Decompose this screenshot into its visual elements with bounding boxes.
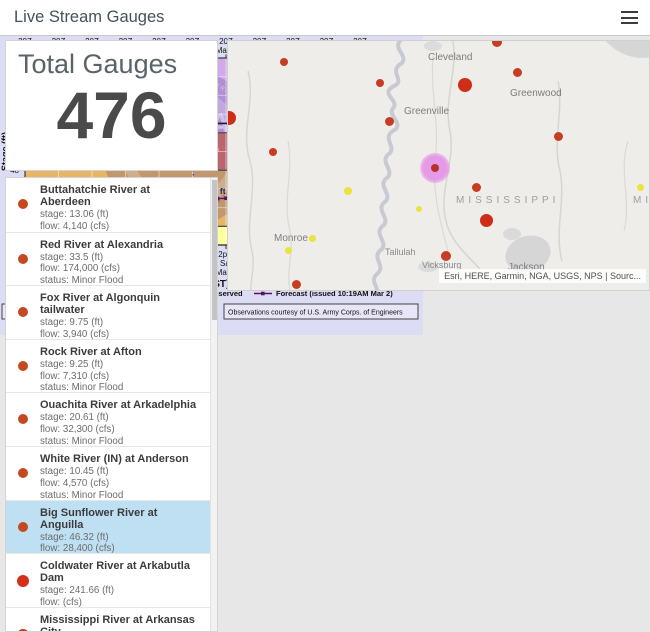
gauge-detail-line: stage: 33.5 (ft) <box>40 251 104 263</box>
map-gauge-dot[interactable] <box>636 183 644 191</box>
map-gauge-dot[interactable] <box>441 251 451 261</box>
map-place-label: Jackson <box>508 262 545 273</box>
gauge-name: Rock River at Afton <box>40 345 142 358</box>
gauge-list-item[interactable]: White River (IN) at Anderson stage: 10.45… <box>6 445 217 500</box>
gauge-detail-line: flow: 32,300 (cfs) <box>40 424 115 436</box>
map-basemap <box>245 41 649 290</box>
gauge-name: Big Sunflower River at Anguilla <box>40 506 158 531</box>
map-gauge-dot[interactable] <box>553 131 563 141</box>
map-gauge-dot[interactable] <box>416 206 422 212</box>
gauge-detail-line: status: Minor Flood <box>40 435 124 446</box>
map-selected-gauge-halo[interactable] <box>420 153 450 183</box>
gauge-status-dot-icon <box>18 414 28 425</box>
svg-text:Forecast (issued 10:19AM Mar 2: Forecast (issued 10:19AM Mar 2) <box>276 289 393 298</box>
map-place-label: Cleveland <box>428 52 473 63</box>
gauge-name: White River (IN) at Anderson <box>40 452 189 465</box>
total-gauges-value: 476 <box>56 78 167 152</box>
gauge-list-item[interactable]: Ouachita River at Arkadelphia stage: 20.6… <box>6 392 217 446</box>
gauge-list: Buttahatchie River at Aberdeen stage: 13.… <box>6 178 217 632</box>
gauge-detail-line: flow: (cfs) <box>40 596 82 607</box>
app-header: Live Stream Gauges <box>0 0 650 36</box>
map-place-label: Tallulah <box>385 247 416 257</box>
list-scrollbar-thumb[interactable] <box>212 180 217 320</box>
gauge-status-dot-icon <box>18 199 28 209</box>
map-gauge-dot[interactable] <box>479 213 493 227</box>
map-gauge-dot[interactable] <box>308 234 316 242</box>
svg-text:Observed: Observed <box>208 289 243 298</box>
map-gauge-dot[interactable] <box>284 246 292 254</box>
gauge-status-dot-icon <box>18 467 28 478</box>
gauge-detail-line: stage: 241.66 (ft) <box>40 585 115 597</box>
list-scrollbar[interactable] <box>210 178 217 631</box>
map-place-label: Greenville <box>404 106 450 117</box>
gauge-detail-line: status: Minor Flood <box>40 275 124 286</box>
map-gauge-dot[interactable] <box>384 116 394 126</box>
page-title: Live Stream Gauges <box>14 8 165 26</box>
gauge-detail-line: status: Minor Flood <box>40 382 124 393</box>
gauge-detail-line: stage: 13.06 (ft) <box>40 209 109 220</box>
gauge-status-dot-icon <box>17 575 29 588</box>
gauge-detail-line: flow: 174,000 (cfs) <box>40 263 121 275</box>
gauge-name: Buttahatchie River at Aberdeen <box>40 184 151 208</box>
gauge-detail-line: flow: 7,310 (cfs) <box>40 370 110 382</box>
gauge-name: Fox River at Algonquin tailwater <box>40 292 160 317</box>
map-place-label: Greenwood <box>510 88 562 99</box>
gauge-list-panel: Buttahatchie River at Aberdeen stage: 13.… <box>5 177 218 632</box>
gauge-detail-line: flow: 28,400 (cfs) <box>40 543 115 554</box>
map-gauge-dot[interactable] <box>344 187 352 195</box>
svg-text:Sat: Sat <box>220 259 233 268</box>
gauge-name: Red River at Alexandria <box>40 238 164 251</box>
map-gauge-dot[interactable] <box>228 111 236 125</box>
gauge-detail-line: stage: 9.75 (ft) <box>40 317 104 329</box>
gauge-list-item[interactable]: Mississippi River at Arkansas Citystage:… <box>6 606 217 632</box>
gauge-name: Coldwater River at Arkabutla Dam <box>40 560 190 585</box>
map-gauge-dot[interactable] <box>492 41 502 47</box>
map-place-label: MISSISS <box>633 195 649 206</box>
total-gauges-label: Total Gauges <box>18 49 178 79</box>
gauge-detail-line: stage: 10.45 (ft) <box>40 465 109 477</box>
gauge-detail-line: status: Minor Flood <box>40 489 124 500</box>
map-place-label: Vicksburg <box>422 260 462 270</box>
svg-text:Mar 3: Mar 3 <box>216 46 237 55</box>
gauge-detail-line: flow: 3,940 (cfs) <box>40 328 110 339</box>
map-gauge-dot[interactable] <box>280 58 288 66</box>
svg-text:20Z: 20Z <box>219 37 233 46</box>
gauge-list-item[interactable]: Coldwater River at Arkabutla Dam stage: 2… <box>6 553 217 607</box>
map-place-label: Monroe <box>274 233 308 244</box>
gauge-detail-line: flow: 4,570 (cfs) <box>40 477 110 489</box>
gauge-list-item[interactable]: Fox River at Algonquin tailwater stage: 9… <box>6 285 217 339</box>
gauge-detail-line: stage: 46.32 (ft) <box>40 531 109 543</box>
svg-text:2pm: 2pm <box>218 250 234 259</box>
hamburger-menu-icon[interactable] <box>621 11 638 25</box>
map-attribution: Esri, HERE, Garmin, NGA, USGS, NPS | Sou… <box>439 269 646 283</box>
gauge-list-item[interactable]: Buttahatchie River at Aberdeen stage: 13.… <box>6 178 217 232</box>
map-gauge-dot[interactable] <box>269 148 277 156</box>
map[interactable]: Cleveland Greenwood Greenville MISSISSIPPI M… <box>227 40 650 291</box>
gauge-detail-line: stage: 9.25 (ft) <box>40 358 104 370</box>
map-gauge-dot[interactable] <box>376 79 384 87</box>
gauge-status-dot-icon <box>18 307 28 318</box>
gauge-name: Ouachita River at Arkadelphia <box>40 399 197 412</box>
map-gauge-dot[interactable] <box>291 279 301 289</box>
total-gauges-card: Total Gauges 476 <box>5 40 218 171</box>
map-gauge-dot[interactable] <box>471 182 481 192</box>
gauge-list-item[interactable]: Red River at Alexandria stage: 33.5 (ft) f… <box>6 231 217 286</box>
gauge-list-item[interactable]: Big Sunflower River at Anguilla stage: 46… <box>6 499 217 554</box>
gauge-status-dot-icon <box>17 628 29 631</box>
gauge-list-item[interactable]: Rock River at Afton stage: 9.25 (ft) flow:… <box>6 338 217 393</box>
gauge-status-dot-icon <box>18 360 28 371</box>
map-gauge-dot[interactable] <box>458 78 472 92</box>
gauge-status-dot-icon <box>18 521 28 532</box>
map-gauge-dot[interactable] <box>512 67 522 77</box>
gauge-detail-line: flow: 4,140 (cfs) <box>40 220 110 232</box>
svg-text:Mar 3: Mar 3 <box>216 268 237 277</box>
gauge-status-dot-icon <box>18 253 28 264</box>
observations-credit: Observations courtesy of U.S. Army Corps… <box>228 310 403 317</box>
gauge-detail-line: stage: 20.61 (ft) <box>40 412 109 424</box>
gauge-name: Mississippi River at Arkansas City <box>40 613 195 632</box>
map-place-label: MISSISSIPPI <box>456 195 560 206</box>
